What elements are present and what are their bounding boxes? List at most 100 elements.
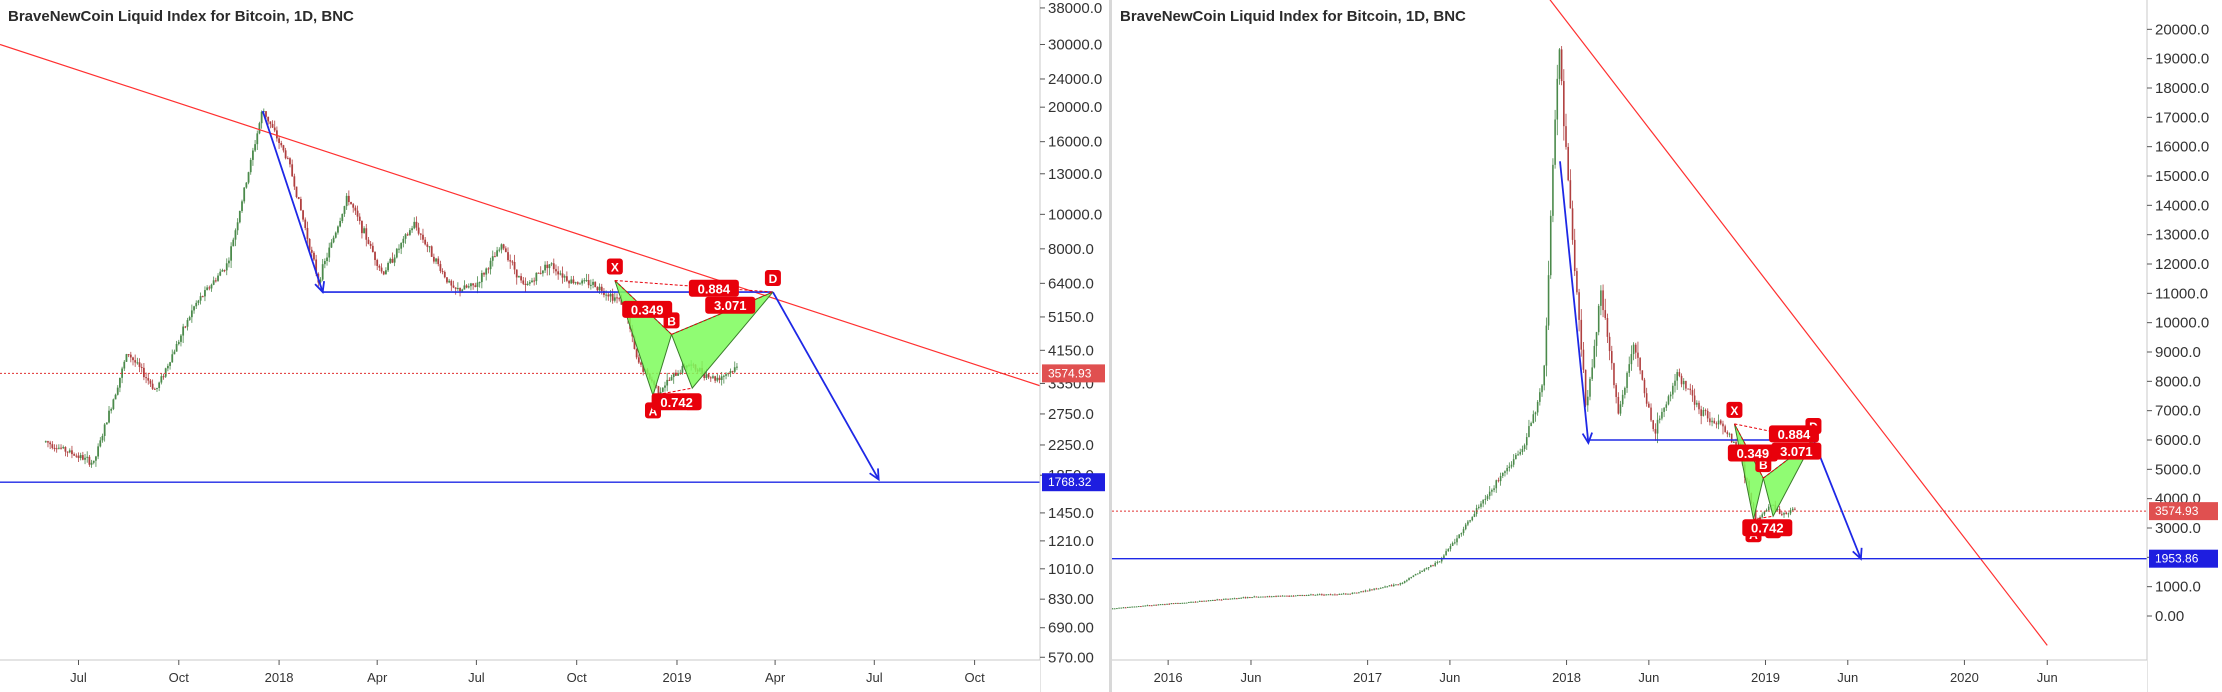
candle-body	[269, 121, 272, 125]
candle-body	[1700, 409, 1702, 416]
candle-body	[138, 362, 141, 368]
time-tick-label: Jun	[1240, 670, 1261, 685]
candle-body	[1371, 589, 1373, 591]
candle-body	[1397, 584, 1399, 586]
candle-body	[1399, 583, 1402, 585]
candle-body	[142, 367, 145, 378]
candle-body	[452, 285, 455, 288]
candle-body	[640, 362, 642, 365]
candle-body	[1207, 600, 1210, 602]
candle-body	[1225, 598, 1227, 600]
candle-body	[254, 144, 256, 151]
candle-body	[289, 158, 291, 165]
candle-body	[1693, 395, 1696, 405]
candle-body	[513, 262, 516, 270]
candle-body	[681, 365, 684, 373]
chart-panel-linear[interactable]: XABCD0.3490.7423.0710.88420000.019000.01…	[1112, 0, 2222, 692]
candle-body	[705, 374, 708, 379]
candle-body	[1456, 538, 1458, 543]
candle-body	[1678, 372, 1681, 376]
candle-body	[374, 252, 376, 260]
candle-body	[361, 220, 363, 234]
candle-body	[494, 256, 496, 258]
log-chart[interactable]: XABCD0.3490.7423.0710.88438000.030000.02…	[0, 0, 1109, 692]
candle-body	[1325, 594, 1327, 596]
candle-body	[1462, 529, 1465, 534]
candle-body	[1124, 607, 1127, 609]
candle-body	[1270, 596, 1273, 598]
candle-body	[1133, 606, 1136, 608]
candle-body	[559, 273, 562, 275]
candle-body	[555, 269, 557, 272]
candle-body	[49, 442, 52, 445]
linear-chart[interactable]: XABCD0.3490.7423.0710.88420000.019000.01…	[1112, 0, 2222, 692]
candle-body	[389, 258, 392, 264]
candle-body	[467, 286, 470, 288]
candle-body	[570, 279, 573, 284]
candle-body	[1379, 587, 1382, 589]
ratio-line-xd	[614, 279, 773, 293]
candle-body	[450, 280, 453, 286]
candle-body	[1244, 597, 1247, 599]
candle-body	[1676, 372, 1678, 381]
candle-body	[430, 246, 433, 257]
time-tick-label: Apr	[367, 670, 388, 685]
ratio-badge	[622, 300, 673, 318]
candle-body	[371, 245, 374, 253]
chart-panel-log[interactable]: XABCD0.3490.7423.0710.88438000.030000.02…	[0, 0, 1109, 692]
candle-body	[1682, 380, 1685, 385]
candle-body	[1364, 590, 1367, 592]
candle-body	[1327, 594, 1330, 596]
candle-body	[474, 285, 477, 287]
candle-body	[164, 368, 167, 377]
candle-body	[565, 276, 568, 281]
candle-body	[1406, 580, 1408, 582]
pattern-point-label: B	[1759, 458, 1768, 472]
time-tick-label: Jun	[1837, 670, 1858, 685]
current-price-tag-badge	[2149, 502, 2218, 521]
support-price-tag-badge	[2149, 549, 2218, 568]
candle-body	[1198, 600, 1201, 602]
candle-body	[491, 256, 494, 261]
candle-body	[44, 441, 47, 443]
candle-body	[1340, 593, 1343, 595]
candle-body	[1266, 596, 1269, 598]
time-axis	[1112, 660, 2147, 692]
projection-arrow	[1559, 161, 1590, 444]
candle-body	[1205, 600, 1208, 602]
candle-body	[1188, 602, 1190, 604]
candle-body	[62, 447, 65, 449]
time-tick-label: 2019	[663, 670, 692, 685]
candle-body	[1164, 604, 1166, 606]
panel-divider[interactable]	[1109, 0, 1112, 692]
candle-body	[1127, 606, 1129, 608]
candle-body	[160, 376, 163, 383]
candle-body	[1552, 164, 1554, 216]
candle-body	[221, 270, 224, 272]
candle-body	[1331, 594, 1334, 596]
candle-body	[1410, 577, 1413, 579]
candle-body	[1425, 567, 1428, 570]
candle-body	[1131, 606, 1133, 608]
candle-body	[1412, 575, 1415, 578]
candle-body	[358, 216, 361, 221]
price-tick-label: 16000.0	[2155, 139, 2209, 156]
candle-body	[306, 227, 309, 239]
candle-body	[278, 138, 280, 144]
candle-body	[637, 357, 640, 363]
candle-body	[596, 287, 599, 291]
candle-body	[616, 297, 618, 299]
candle-body	[1157, 604, 1160, 606]
candle-body	[1510, 464, 1513, 467]
candle-body	[1560, 49, 1563, 82]
candle-body	[121, 368, 123, 378]
candle-body	[1486, 496, 1489, 499]
candle-body	[607, 294, 610, 297]
candle-body	[1414, 573, 1417, 576]
candle-body	[1621, 394, 1624, 405]
candle-body	[132, 357, 134, 361]
candle-body	[1307, 594, 1310, 596]
candle-body	[214, 280, 217, 282]
candle-body	[1539, 392, 1541, 402]
candle-body	[195, 302, 198, 307]
